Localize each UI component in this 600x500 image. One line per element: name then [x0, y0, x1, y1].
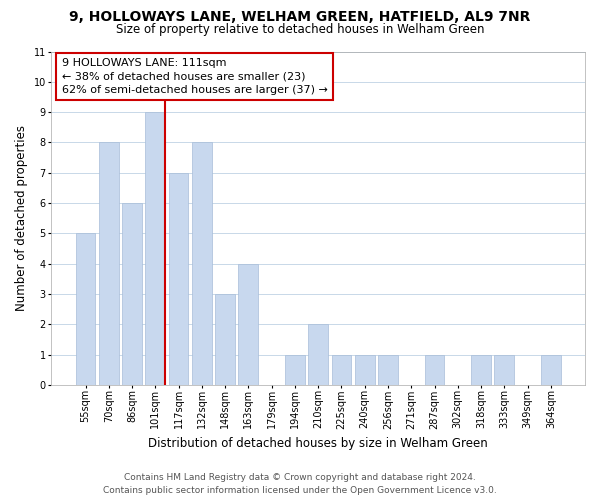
Bar [169, 173, 188, 385]
Text: Size of property relative to detached houses in Welham Green: Size of property relative to detached ho… [116, 22, 484, 36]
Text: 9 HOLLOWAYS LANE: 111sqm
← 38% of detached houses are smaller (23)
62% of semi-d: 9 HOLLOWAYS LANE: 111sqm ← 38% of detach… [62, 58, 328, 94]
Bar [494, 354, 514, 385]
Bar [355, 354, 374, 385]
Bar [332, 354, 352, 385]
Bar [145, 112, 165, 385]
Y-axis label: Number of detached properties: Number of detached properties [15, 125, 28, 311]
Bar [285, 354, 305, 385]
Bar [471, 354, 491, 385]
Bar [541, 354, 561, 385]
Text: Contains HM Land Registry data © Crown copyright and database right 2024.
Contai: Contains HM Land Registry data © Crown c… [103, 473, 497, 495]
Bar [192, 142, 212, 385]
Text: 9, HOLLOWAYS LANE, WELHAM GREEN, HATFIELD, AL9 7NR: 9, HOLLOWAYS LANE, WELHAM GREEN, HATFIEL… [70, 10, 530, 24]
Bar [122, 203, 142, 385]
Bar [76, 234, 95, 385]
Bar [99, 142, 119, 385]
Bar [215, 294, 235, 385]
Bar [238, 264, 258, 385]
X-axis label: Distribution of detached houses by size in Welham Green: Distribution of detached houses by size … [148, 437, 488, 450]
Bar [378, 354, 398, 385]
Bar [425, 354, 445, 385]
Bar [308, 324, 328, 385]
